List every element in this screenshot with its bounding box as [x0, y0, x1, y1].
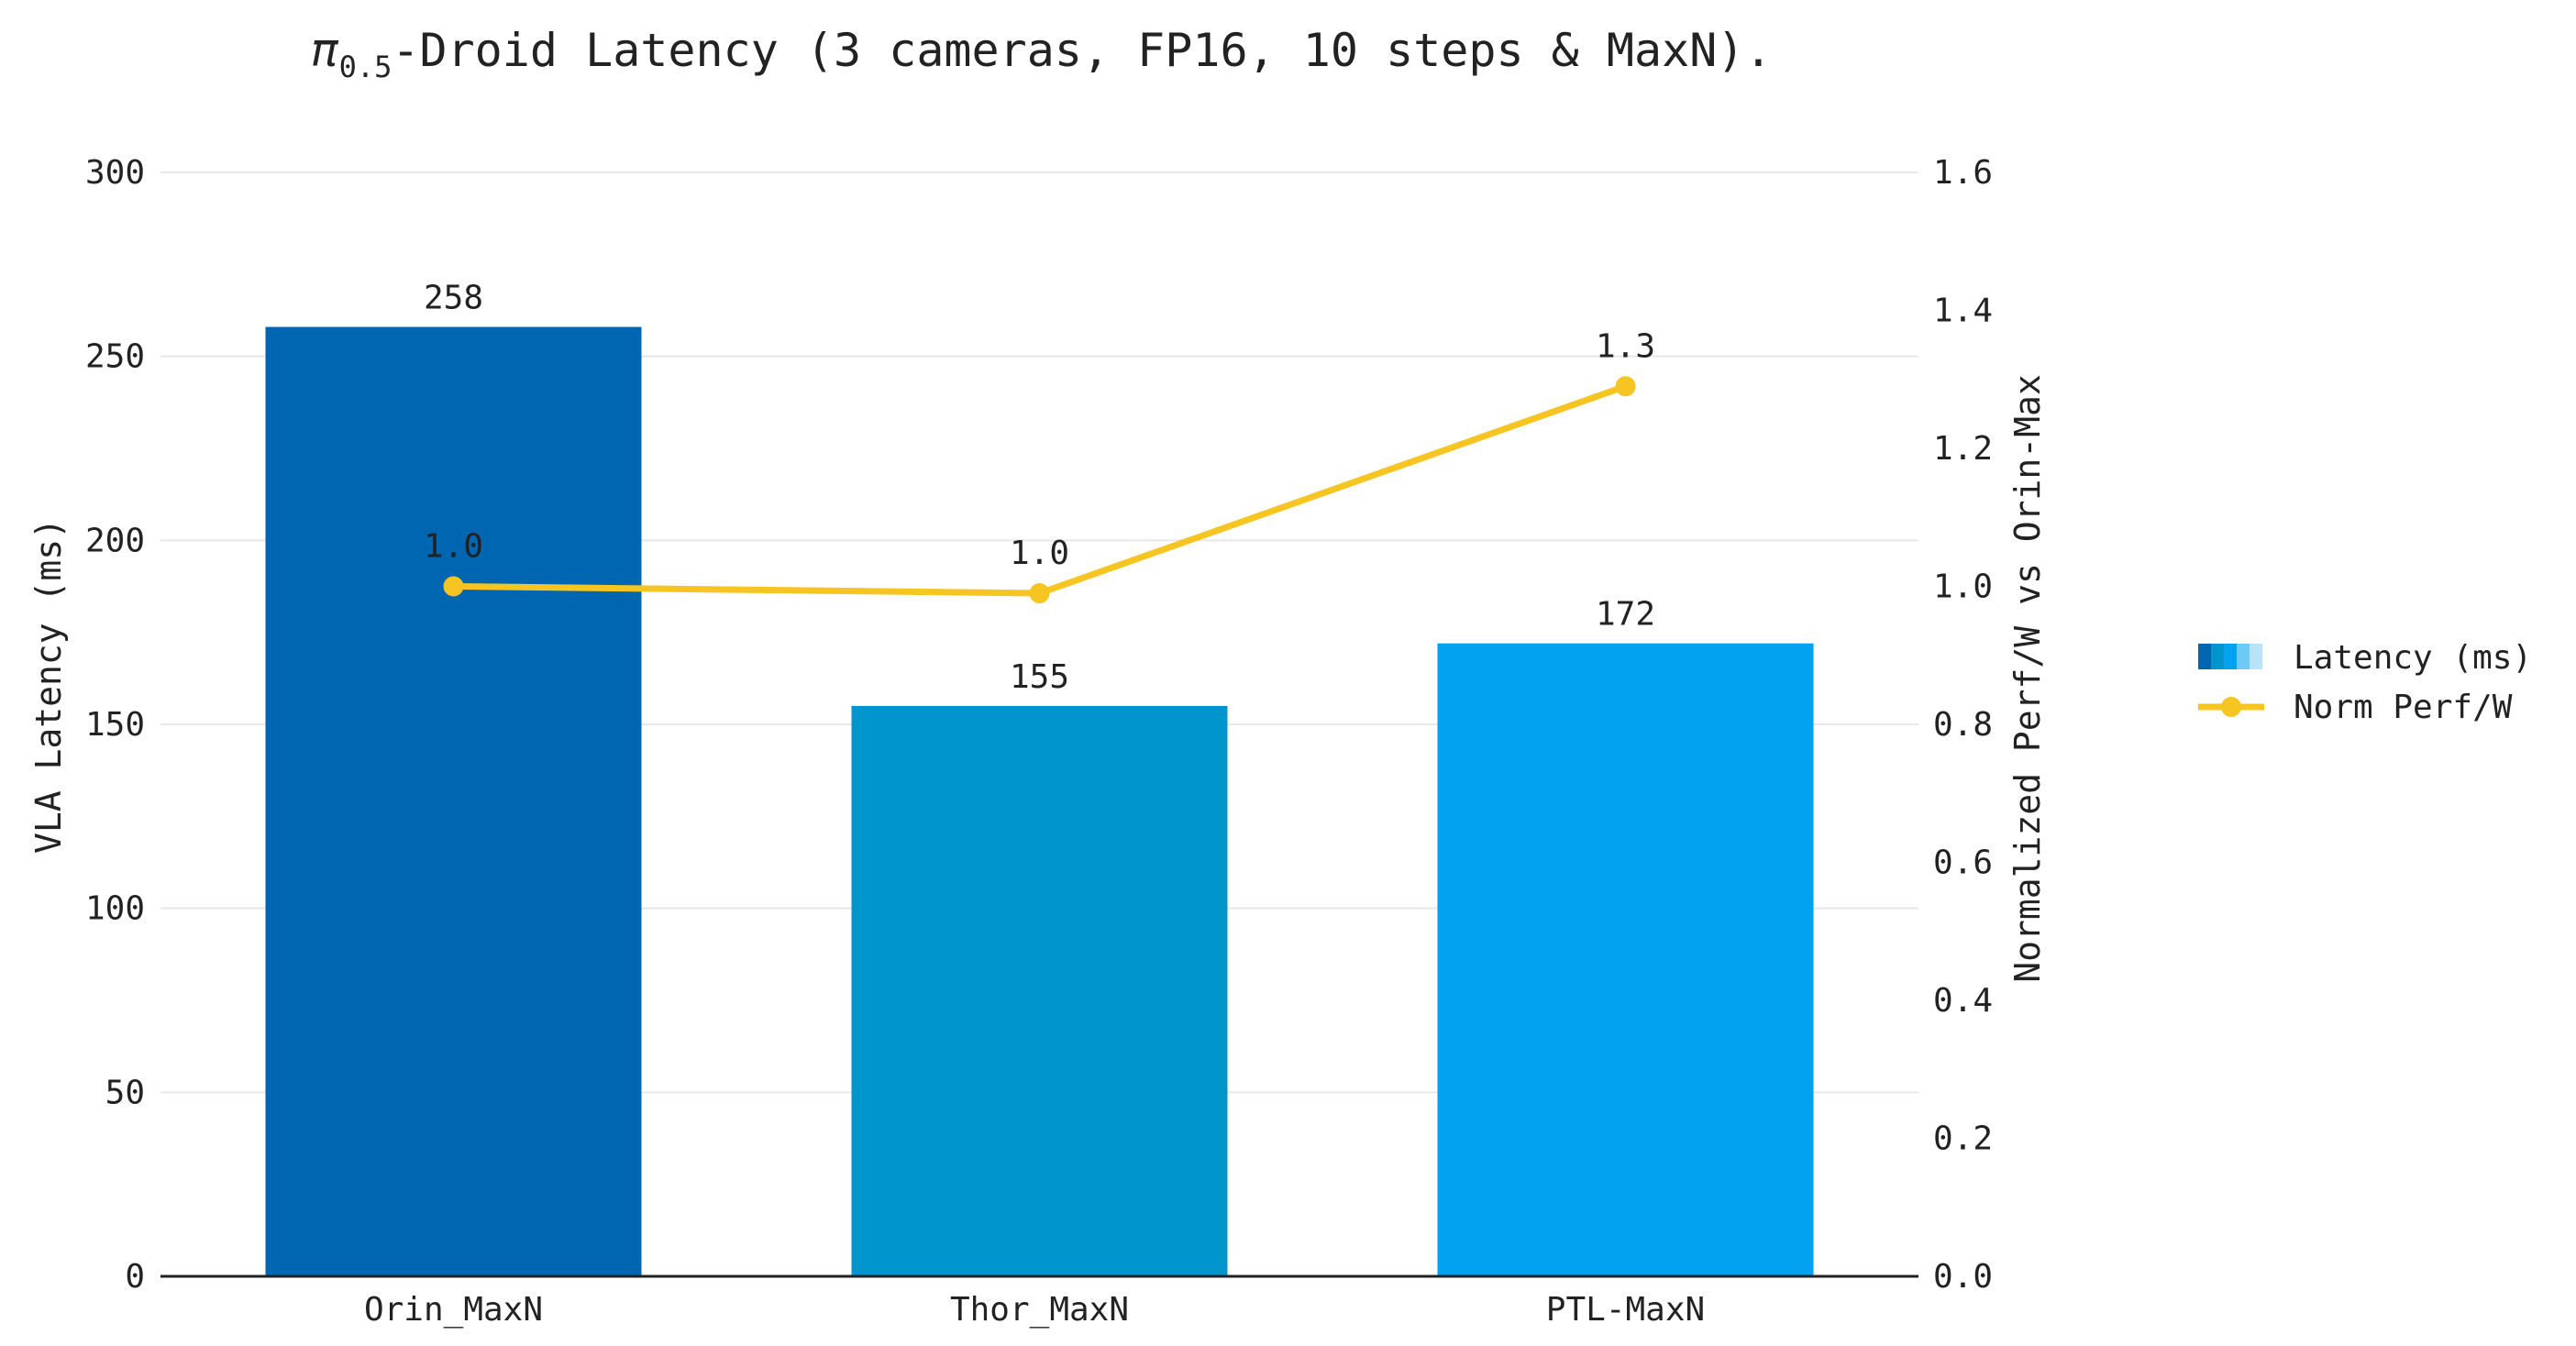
y-tick-label: 150: [85, 706, 145, 744]
y2-axis-title: Normalized Perf/W vs Orin-Max: [2007, 374, 2048, 982]
y-tick-label: 100: [85, 890, 145, 928]
y2-tick-label: 1.0: [1933, 568, 1993, 606]
title-rest: -Droid Latency (3 cameras, FP16, 10 step…: [392, 24, 1772, 77]
bar-orin_maxn: [265, 326, 642, 1276]
line-value-label: 1.0: [1010, 535, 1069, 572]
bar-value-label: 172: [1596, 596, 1655, 634]
chart-title: π0.5-Droid Latency (3 cameras, FP16, 10 …: [311, 24, 1772, 84]
bar-value-label: 155: [1010, 658, 1069, 696]
line-series: [443, 376, 1636, 604]
axes: 0 50 100 150 200 250 300 0.0 0.2 0.4 0.6 0.8 1.0 1.2 1…: [85, 154, 1993, 1329]
y-tick-label: 200: [85, 522, 145, 559]
title-symbol: π: [311, 24, 338, 77]
x-tick-label: Thor_MaxN: [950, 1291, 1129, 1329]
y2-tick-label: 0.4: [1933, 982, 1993, 1020]
bar-thor_maxn: [851, 705, 1228, 1276]
y-tick-label: 0: [125, 1258, 145, 1296]
line-value-label: 1.0: [424, 528, 483, 566]
y2-tick-label: 0.6: [1933, 844, 1993, 882]
y2-tick-label: 1.4: [1933, 292, 1993, 330]
legend-swatch-latency: [2198, 644, 2262, 669]
y2-tick-label: 0.8: [1933, 706, 1993, 744]
bar-value-label: 258: [424, 280, 483, 317]
norm-perf-point: [443, 576, 464, 597]
y-tick-label: 50: [105, 1074, 145, 1111]
bar-ptl-maxn: [1437, 643, 1814, 1276]
y-tick-label: 300: [85, 154, 145, 192]
x-tick-label: Orin_MaxN: [364, 1291, 543, 1329]
x-tick-label: PTL-MaxN: [1546, 1291, 1705, 1329]
y2-tick-label: 0.2: [1933, 1120, 1993, 1158]
y-axis-title: VLA Latency (ms): [28, 518, 69, 854]
bars: [265, 326, 1814, 1276]
y-tick-label: 250: [85, 338, 145, 376]
y2-tick-label: 1.6: [1933, 154, 1993, 192]
y2-tick-label: 0.0: [1933, 1258, 1993, 1296]
legend-label-latency: Latency (ms): [2294, 639, 2532, 677]
line-value-label: 1.3: [1596, 327, 1655, 365]
legend-label-perf: Norm Perf/W: [2294, 689, 2513, 726]
title-subscript: 0.5: [339, 50, 392, 84]
norm-perf-point: [1029, 583, 1050, 604]
data-labels: 258 155 172 1.0 1.0 1.3: [424, 280, 1655, 696]
legend: Latency (ms) Norm Perf/W: [2198, 639, 2532, 726]
norm-perf-point: [1615, 376, 1636, 397]
y2-tick-label: 1.2: [1933, 430, 1993, 468]
legend-marker-perf: [2221, 697, 2241, 717]
